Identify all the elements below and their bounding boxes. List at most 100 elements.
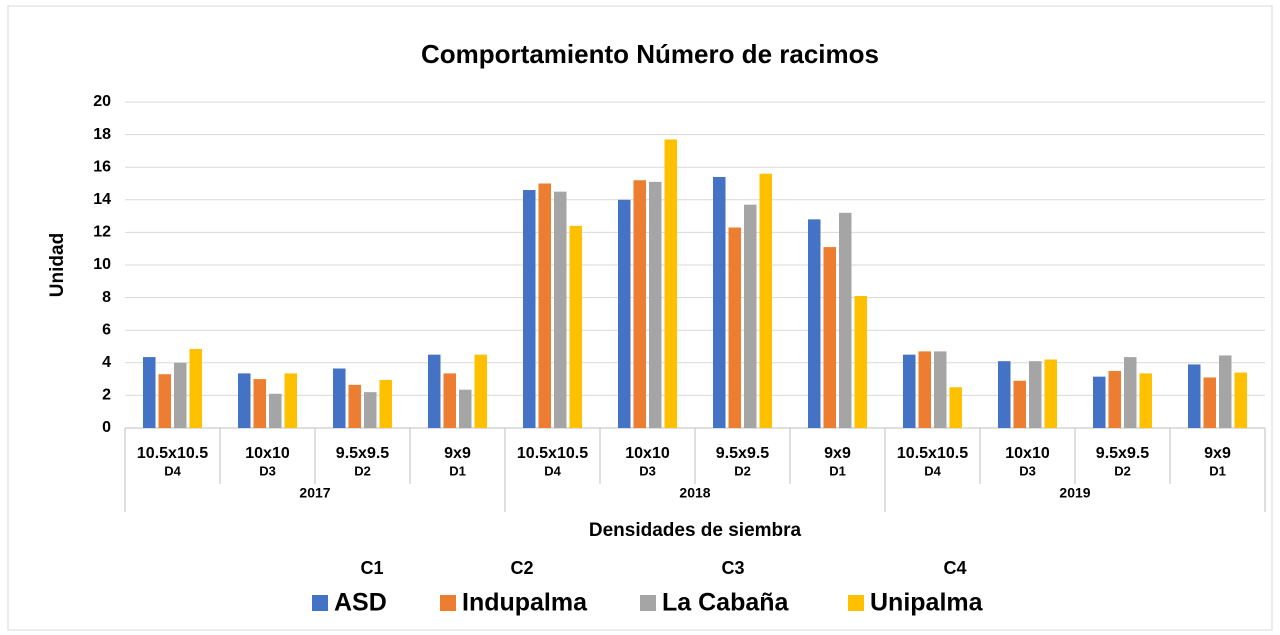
bar — [1013, 380, 1026, 428]
bar — [1139, 373, 1152, 428]
bar — [459, 389, 472, 428]
bar — [523, 190, 536, 428]
y-tick-label: 8 — [102, 289, 111, 306]
bar — [998, 361, 1011, 428]
x-tick-sublabel: D1 — [449, 463, 466, 478]
bar — [1093, 376, 1106, 428]
bar — [759, 173, 772, 428]
bar — [649, 181, 662, 428]
bar — [839, 212, 852, 428]
x-tick-label: 10.5x10.5 — [137, 445, 208, 462]
bar — [1188, 364, 1201, 428]
bar — [189, 348, 202, 428]
bar — [744, 204, 757, 428]
x-tick-sublabel: D1 — [829, 463, 846, 478]
legend-swatch — [440, 595, 456, 611]
group-label: 2018 — [679, 485, 710, 501]
bar — [934, 351, 947, 428]
x-tick-label: 10x10 — [1005, 445, 1050, 462]
x-tick-label: 9x9 — [824, 445, 851, 462]
y-axis-title: Unidad — [47, 233, 68, 297]
x-tick-label: 10.5x10.5 — [897, 445, 968, 462]
y-tick-label: 6 — [102, 321, 111, 338]
legend-swatch — [312, 595, 328, 611]
bar — [808, 219, 821, 428]
x-tick-sublabel: D2 — [354, 463, 371, 478]
bar — [1044, 359, 1057, 428]
x-tick-label: 10x10 — [625, 445, 670, 462]
x-axis-title: Densidades de siembra — [589, 520, 802, 541]
legend-code: C1 — [360, 558, 383, 578]
bar — [1234, 372, 1247, 428]
x-tick-label: 10.5x10.5 — [517, 445, 588, 462]
y-tick-label: 0 — [102, 419, 111, 436]
bar — [379, 379, 392, 428]
bar — [554, 191, 567, 428]
x-tick-sublabel: D4 — [164, 463, 181, 478]
y-tick-label: 20 — [93, 93, 111, 110]
bar — [143, 357, 156, 428]
bar — [713, 176, 726, 428]
group-label: 2017 — [299, 485, 330, 501]
legend-swatch — [848, 595, 864, 611]
bar — [284, 373, 297, 428]
legend-code: C2 — [510, 558, 533, 578]
x-tick-sublabel: D2 — [734, 463, 751, 478]
bar — [1219, 355, 1232, 428]
x-tick-label: 10x10 — [245, 445, 290, 462]
y-tick-label: 2 — [102, 387, 111, 404]
bar — [854, 295, 867, 428]
legend-label: ASD — [334, 589, 387, 617]
bar — [364, 392, 377, 428]
bar — [538, 183, 551, 428]
x-tick-sublabel: D2 — [1114, 463, 1131, 478]
bar — [664, 139, 677, 429]
x-tick-sublabel: D3 — [259, 463, 276, 478]
bar — [238, 373, 251, 428]
bar — [158, 374, 171, 428]
legend-label: Unipalma — [870, 589, 984, 617]
x-tick-label: 9.5x9.5 — [1096, 445, 1149, 462]
legend-label: Indupalma — [462, 589, 588, 617]
y-tick-label: 10 — [93, 256, 111, 273]
legend-swatch — [640, 595, 656, 611]
bar — [1124, 357, 1137, 428]
legend-label: La Cabaña — [662, 589, 790, 617]
bar — [1029, 361, 1042, 428]
bar — [443, 373, 456, 428]
y-tick-label: 14 — [93, 191, 111, 208]
bar — [348, 384, 361, 428]
chart-title: Comportamiento Número de racimos — [421, 39, 879, 69]
x-tick-label: 9.5x9.5 — [716, 445, 769, 462]
bar — [633, 180, 646, 428]
legend-code: C3 — [721, 558, 744, 578]
legend-code: C4 — [943, 558, 966, 578]
bar — [903, 354, 916, 428]
x-tick-sublabel: D3 — [1019, 463, 1036, 478]
y-tick-label: 12 — [93, 224, 111, 241]
y-tick-label: 4 — [102, 354, 111, 371]
bar — [823, 247, 836, 428]
y-tick-label: 18 — [93, 126, 111, 143]
bar — [618, 199, 631, 428]
x-tick-label: 9x9 — [444, 445, 471, 462]
y-tick-label: 16 — [93, 158, 111, 175]
x-tick-sublabel: D4 — [924, 463, 941, 478]
bar — [1108, 370, 1121, 428]
bar — [569, 225, 582, 428]
x-tick-sublabel: D3 — [639, 463, 656, 478]
x-tick-sublabel: D4 — [544, 463, 561, 478]
bar — [728, 227, 741, 428]
bar — [174, 362, 187, 428]
bar — [428, 354, 441, 428]
bar — [918, 351, 931, 428]
bar — [333, 368, 346, 428]
x-tick-label: 9x9 — [1204, 445, 1231, 462]
bar — [269, 393, 282, 428]
group-label: 2019 — [1059, 485, 1090, 501]
x-tick-sublabel: D1 — [1209, 463, 1226, 478]
bar — [1203, 377, 1216, 428]
bar — [949, 387, 962, 428]
x-tick-label: 9.5x9.5 — [336, 445, 389, 462]
